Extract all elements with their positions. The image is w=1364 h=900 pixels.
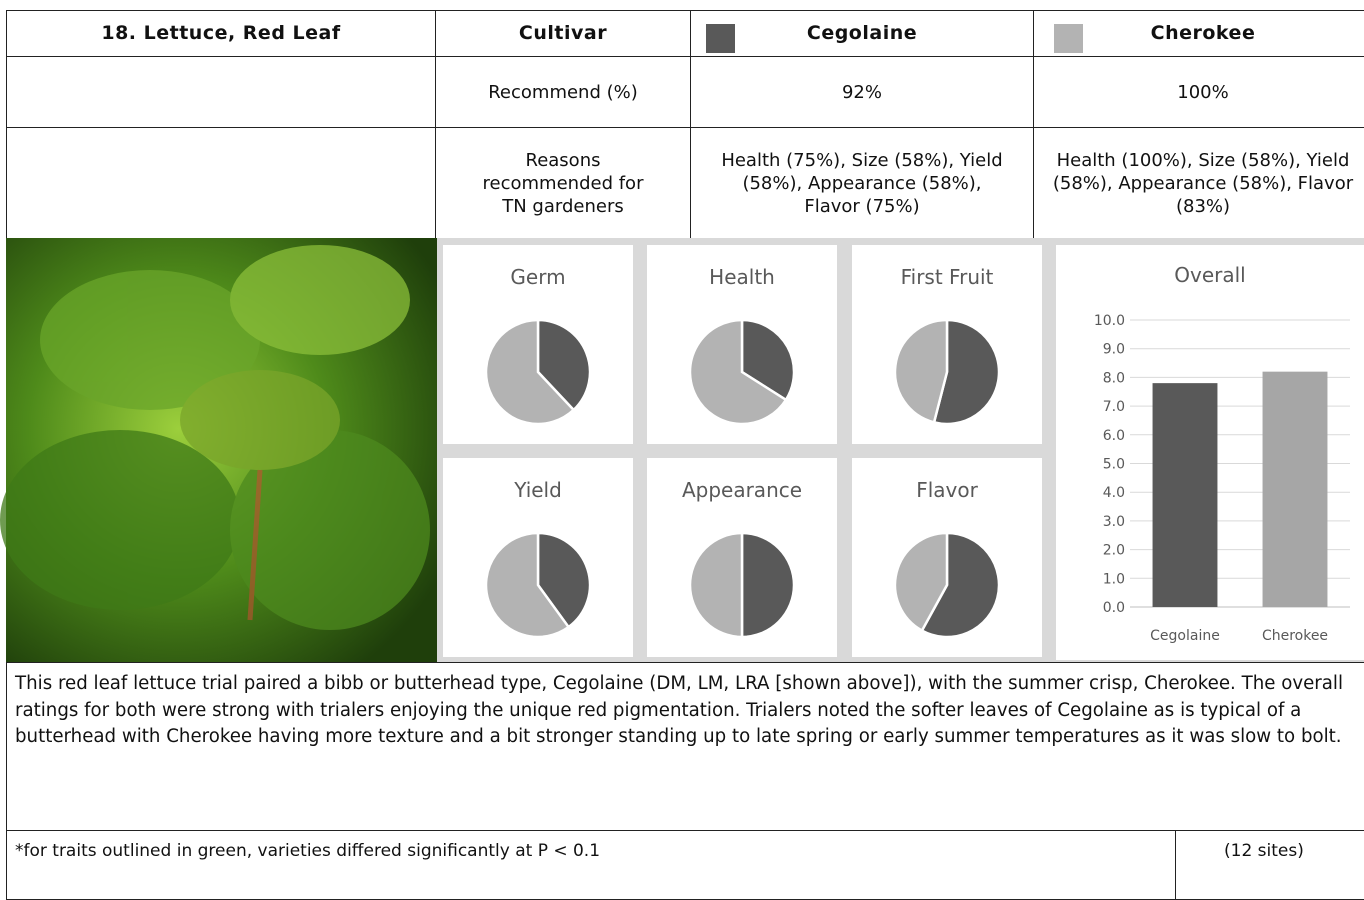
cell-text: 92% (841, 81, 882, 103)
header-text: 18. Lettuce, Red Leaf (101, 22, 341, 44)
header-text: Cultivar (518, 22, 608, 44)
y-tick-label: 6.0 (1103, 428, 1125, 444)
y-tick-label: 2.0 (1103, 543, 1125, 559)
pie-slice (688, 531, 744, 639)
pie-title: Germ (510, 265, 565, 289)
cell-text: Health (100%), Size (58%), Yield (58%), … (1052, 149, 1354, 217)
pie-slice (893, 531, 949, 633)
cell: Health (100%), Size (58%), Yield (58%), … (1033, 127, 1364, 239)
paragraph: This red leaf lettuce trial paired a bib… (15, 673, 1344, 747)
pie-title: Appearance (682, 478, 802, 502)
y-tick-label: 0.0 (1103, 600, 1125, 616)
photo-leaves (0, 245, 430, 630)
pie-title: Health (709, 265, 775, 289)
pie-slice (536, 318, 592, 412)
y-tick-label: 1.0 (1103, 571, 1125, 587)
x-tick-label: Cegolaine (1150, 628, 1220, 644)
cell: Reasons recommended for TN gardeners (435, 127, 691, 239)
y-tick-label: 7.0 (1103, 399, 1125, 415)
y-tick-label: 9.0 (1103, 342, 1125, 358)
row-label: Recommend (%) (488, 81, 638, 103)
x-tick-label: Cherokee (1262, 628, 1328, 644)
pie-slice (740, 531, 796, 639)
pie-slice (688, 318, 788, 426)
header-text: Cegolaine (806, 22, 918, 44)
legend-swatch (1054, 24, 1083, 53)
pie-slice (920, 531, 1001, 639)
pie-title: Yield (513, 478, 562, 502)
cell: Health (75%), Size (58%), Yield (58%), A… (690, 127, 1034, 239)
row-label: Reasons recommended for TN gardeners (482, 149, 644, 217)
y-tick-label: 3.0 (1103, 514, 1125, 530)
y-tick-label: 5.0 (1103, 457, 1125, 473)
pie-slice (893, 318, 949, 424)
pie-title: Flavor (916, 478, 978, 502)
footnote-cell: *for traits outlined in green, varieties… (6, 830, 1176, 900)
sites: (12 sites) (1224, 841, 1304, 861)
pie-title: First Fruit (901, 265, 994, 289)
y-tick-label: 10.0 (1094, 313, 1125, 329)
y-tick-label: 4.0 (1103, 485, 1125, 501)
pie-slice (484, 318, 576, 426)
pie-slice (484, 531, 571, 639)
legend-swatch (706, 24, 735, 53)
footnote: *for traits outlined in green, varieties… (15, 841, 601, 861)
sites-cell: (12 sites) (1175, 830, 1364, 900)
pie-slice (932, 318, 1001, 426)
cell-text: Health (75%), Size (58%), Yield (58%), A… (721, 149, 1003, 217)
bar-title: Overall (1174, 263, 1245, 287)
bar (1262, 371, 1328, 607)
pie-slice (536, 531, 592, 629)
paragraph-cell: This red leaf lettuce trial paired a bib… (6, 662, 1364, 831)
y-tick-label: 8.0 (1103, 370, 1125, 386)
bar (1152, 383, 1218, 607)
header-text: Cherokee (1150, 22, 1256, 44)
cell-text: 100% (1177, 81, 1229, 103)
